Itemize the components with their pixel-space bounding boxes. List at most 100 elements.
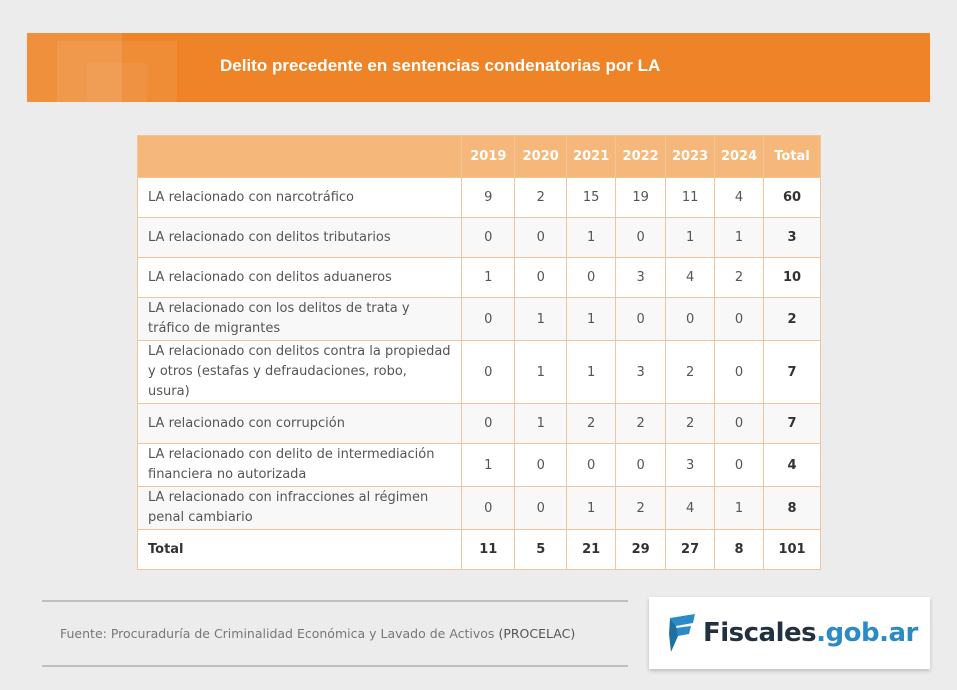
logo-name: Fiscales	[703, 618, 817, 648]
table-total-row: Total 11 5 21 29 27 8 101	[136, 529, 821, 570]
title-banner: Delito precedente en sentencias condenat…	[27, 33, 930, 102]
value-cell: 4	[665, 486, 716, 530]
row-total: 3	[763, 217, 821, 258]
value-cell: 4	[714, 177, 765, 218]
value-cell: 9	[461, 177, 516, 218]
sentences-table: 2019 2020 2021 2022 2023 2024 Total LA r…	[136, 135, 821, 570]
row-label: LA relacionado con delitos tributarios	[136, 217, 463, 258]
logo-wordmark: Fiscales.gob.ar	[703, 618, 918, 648]
row-total: 60	[763, 177, 821, 218]
value-cell: 0	[514, 257, 568, 298]
value-cell: 2	[514, 177, 568, 218]
value-cell: 2	[615, 486, 667, 530]
row-total: 7	[763, 403, 821, 444]
table-row: LA relacionado con los delitos de trata …	[136, 297, 821, 341]
value-cell: 1	[566, 297, 617, 341]
row-label: LA relacionado con delito de intermediac…	[136, 443, 463, 487]
value-cell: 3	[615, 257, 667, 298]
banner-decoration	[57, 41, 177, 102]
value-cell: 0	[714, 340, 765, 404]
total-cell: 21	[566, 529, 617, 570]
total-cell: 27	[665, 529, 716, 570]
value-cell: 0	[461, 340, 516, 404]
value-cell: 1	[514, 340, 568, 404]
value-cell: 2	[615, 403, 667, 444]
value-cell: 2	[566, 403, 617, 444]
source-note: Fuente: Procuraduría de Criminalidad Eco…	[42, 600, 628, 667]
value-cell: 0	[714, 297, 765, 341]
logo-domain: .gob.ar	[816, 618, 918, 648]
total-cell: 8	[714, 529, 765, 570]
value-cell: 4	[665, 257, 716, 298]
header-cell: 2024	[714, 135, 765, 178]
header-cell: 2021	[566, 135, 617, 178]
value-cell: 2	[714, 257, 765, 298]
value-cell: 0	[461, 217, 516, 258]
header-cell: 2022	[615, 135, 667, 178]
grand-total: 101	[763, 529, 821, 570]
row-total: 10	[763, 257, 821, 298]
table-row: LA relacionado con corrupción 0 1 2 2 2 …	[136, 403, 821, 444]
row-label: LA relacionado con delitos contra la pro…	[136, 340, 463, 404]
value-cell: 0	[566, 257, 617, 298]
total-cell: 5	[514, 529, 568, 570]
header-cell: 2020	[514, 135, 568, 178]
value-cell: 2	[665, 403, 716, 444]
value-cell: 0	[461, 403, 516, 444]
total-cell: 29	[615, 529, 667, 570]
value-cell: 0	[615, 443, 667, 487]
value-cell: 0	[714, 443, 765, 487]
source-acronym: (PROCELAC)	[498, 626, 576, 641]
value-cell: 0	[615, 297, 667, 341]
value-cell: 0	[665, 297, 716, 341]
table-row: LA relacionado con narcotráfico 9 2 15 1…	[136, 177, 821, 218]
value-cell: 3	[665, 443, 716, 487]
value-cell: 1	[714, 486, 765, 530]
table-row: LA relacionado con delitos contra la pro…	[136, 340, 821, 404]
value-cell: 0	[714, 403, 765, 444]
value-cell: 1	[514, 297, 568, 341]
value-cell: 1	[566, 340, 617, 404]
value-cell: 1	[461, 257, 516, 298]
row-total: 7	[763, 340, 821, 404]
row-label: LA relacionado con delitos aduaneros	[136, 257, 463, 298]
row-total: 8	[763, 486, 821, 530]
value-cell: 0	[461, 486, 516, 530]
value-cell: 19	[615, 177, 667, 218]
value-cell: 11	[665, 177, 716, 218]
page-title: Delito precedente en sentencias condenat…	[220, 56, 661, 75]
header-cell	[136, 135, 463, 178]
value-cell: 1	[461, 443, 516, 487]
header-cell: 2023	[665, 135, 716, 178]
value-cell: 2	[665, 340, 716, 404]
table-header-row: 2019 2020 2021 2022 2023 2024 Total	[136, 135, 821, 178]
value-cell: 0	[461, 297, 516, 341]
header-cell: Total	[763, 135, 821, 178]
table-row: LA relacionado con delitos aduaneros 1 0…	[136, 257, 821, 298]
banner-decoration	[87, 63, 147, 102]
value-cell: 0	[514, 443, 568, 487]
table-row: LA relacionado con infracciones al régim…	[136, 486, 821, 530]
value-cell: 0	[566, 443, 617, 487]
value-cell: 15	[566, 177, 617, 218]
banner-decoration	[27, 33, 122, 102]
row-label: LA relacionado con los delitos de trata …	[136, 297, 463, 341]
value-cell: 0	[615, 217, 667, 258]
total-label: Total	[136, 529, 463, 570]
header-cell: 2019	[461, 135, 516, 178]
source-text: Fuente: Procuraduría de Criminalidad Eco…	[60, 626, 495, 641]
value-cell: 0	[514, 486, 568, 530]
value-cell: 0	[514, 217, 568, 258]
value-cell: 1	[566, 486, 617, 530]
value-cell: 1	[714, 217, 765, 258]
table-row: LA relacionado con delito de intermediac…	[136, 443, 821, 487]
fiscales-logo: Fiscales.gob.ar	[649, 597, 930, 669]
row-total: 4	[763, 443, 821, 487]
value-cell: 1	[566, 217, 617, 258]
value-cell: 3	[615, 340, 667, 404]
total-cell: 11	[461, 529, 516, 570]
fiscales-flag-icon	[669, 614, 695, 652]
row-label: LA relacionado con infracciones al régim…	[136, 486, 463, 530]
row-label: LA relacionado con corrupción	[136, 403, 463, 444]
row-total: 2	[763, 297, 821, 341]
